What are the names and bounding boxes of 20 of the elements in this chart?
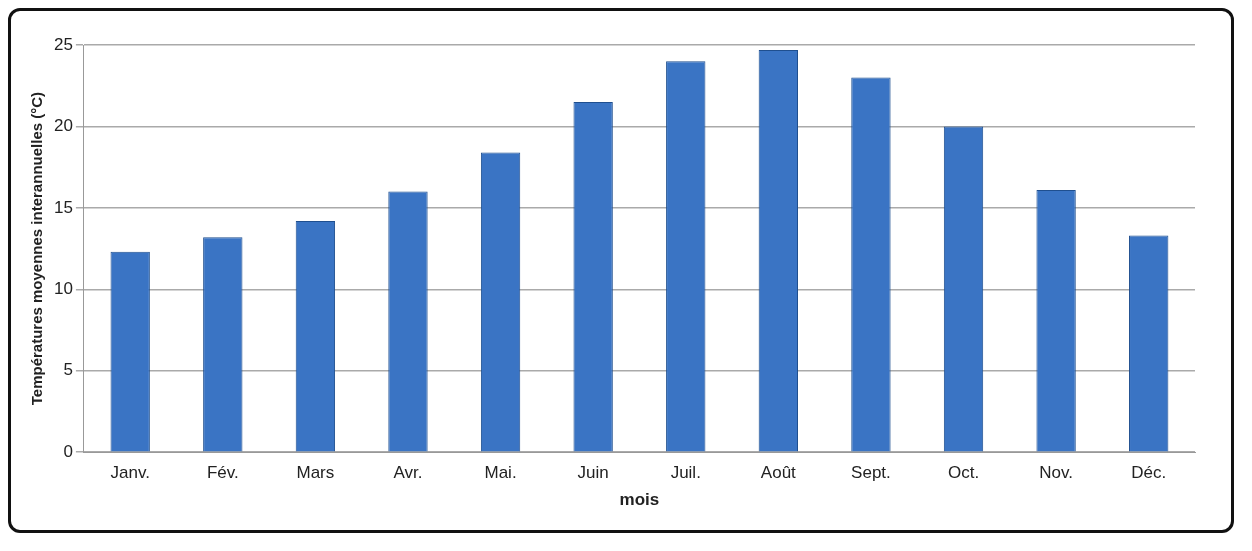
y-tick-label: 0 bbox=[63, 441, 73, 461]
x-tick-label: Juil. bbox=[670, 463, 701, 483]
x-tick-label: Oct. bbox=[947, 463, 980, 483]
y-tick-label: 25 bbox=[53, 34, 73, 54]
x-tick-label: Janv. bbox=[110, 463, 150, 483]
x-tick-label: Fév. bbox=[206, 463, 239, 483]
y-tick-label: 5 bbox=[63, 360, 73, 380]
x-tick-label: Avr. bbox=[393, 463, 423, 483]
y-tick-label: 10 bbox=[53, 279, 73, 299]
x-tick-label: Déc. bbox=[1131, 463, 1167, 483]
x-tick-label: Mai. bbox=[484, 463, 517, 483]
y-tick-label: 20 bbox=[53, 116, 73, 136]
y-axis-title: Températures moyennes interannuelles (°C) bbox=[28, 91, 46, 406]
x-tick-label: Août bbox=[760, 463, 797, 483]
x-tick-label: Mars bbox=[296, 463, 335, 483]
x-axis-title: mois bbox=[619, 490, 660, 510]
x-tick-label: Juin bbox=[577, 463, 609, 483]
x-tick-label: Sept. bbox=[851, 463, 891, 483]
y-tick-label: 15 bbox=[53, 197, 73, 217]
x-tick-label: Nov. bbox=[1039, 463, 1073, 483]
